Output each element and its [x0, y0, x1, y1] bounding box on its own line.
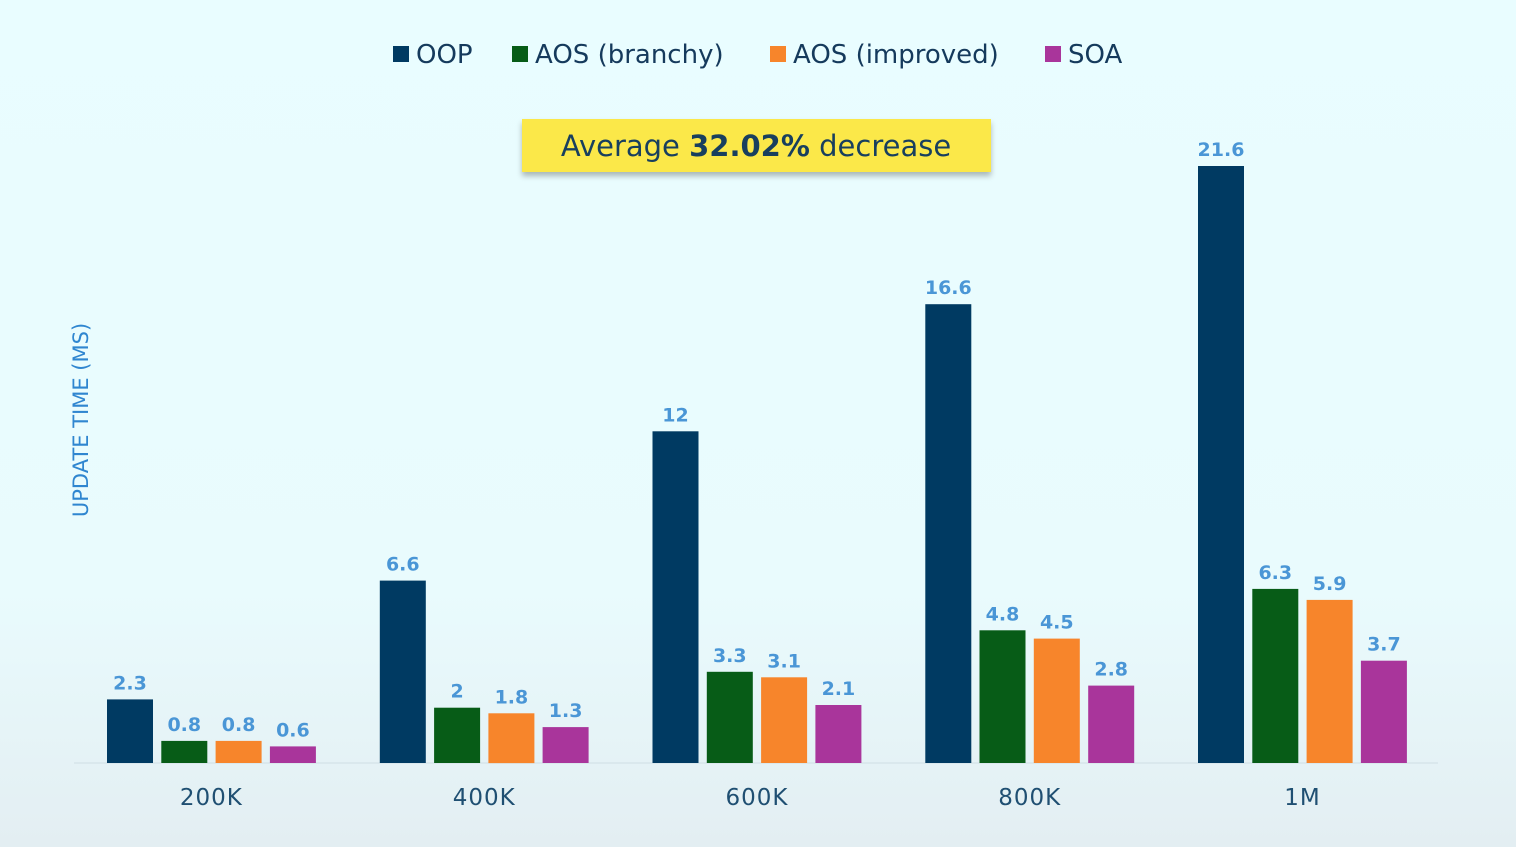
value-label-oop-400k: 6.6	[386, 554, 420, 576]
bar-soa-600k	[815, 705, 862, 763]
bar-aos-branchy-1m	[1252, 588, 1299, 763]
bar-aos-improved-400k	[488, 713, 535, 764]
bar-oop-600k	[652, 431, 699, 763]
bar-soa-400k	[542, 727, 589, 763]
legend-swatch-aos-improved	[770, 46, 786, 62]
value-labels-layer: 2.3 0.8 0.8 0.6 6.6 2 1.8 1.3 12 3.3 3.1 2.1 16.6 4.8…	[113, 139, 1401, 741]
bar-aos-branchy-600k	[706, 671, 753, 763]
x-tick-label-400k: 400K	[453, 785, 516, 811]
value-label-oop-600k: 12	[662, 404, 688, 426]
annotation-highlight: 32.02%	[689, 129, 810, 163]
annotation-suffix: decrease	[810, 129, 951, 163]
bar-oop-800k	[925, 304, 972, 763]
x-tick-label-200k: 200K	[180, 785, 243, 811]
annotation-callout: Average 32.02% decrease	[522, 119, 991, 172]
value-label-aos-branchy-800k: 4.8	[986, 603, 1020, 625]
value-label-aos-branchy-400k: 2	[450, 681, 463, 703]
annotation-prefix: Average	[561, 129, 689, 163]
bar-aos-improved-200k	[215, 740, 262, 763]
bar-aos-improved-600k	[761, 677, 808, 763]
legend-swatch-soa	[1045, 46, 1061, 62]
bar-oop-400k	[379, 580, 426, 763]
bars-layer	[107, 166, 1407, 764]
x-tick-labels: 200K 400K 600K 800K 1M	[180, 785, 1320, 811]
value-label-oop-200k: 2.3	[113, 672, 147, 694]
value-label-aos-branchy-600k: 3.3	[713, 645, 747, 667]
value-label-aos-improved-400k: 1.8	[495, 686, 529, 708]
value-label-aos-improved-800k: 4.5	[1040, 612, 1074, 634]
bar-aos-branchy-200k	[161, 740, 208, 763]
value-label-soa-200k: 0.6	[276, 719, 310, 741]
legend-label-oop: OOP	[416, 40, 473, 70]
x-tick-label-800k: 800K	[998, 785, 1061, 811]
bar-aos-branchy-800k	[979, 630, 1026, 763]
value-label-soa-800k: 2.8	[1094, 659, 1128, 681]
legend-swatch-oop	[393, 46, 409, 62]
legend: OOP AOS (branchy) AOS (improved) SOA	[393, 40, 1123, 70]
legend-swatch-aos-branchy	[512, 46, 528, 62]
bar-oop-1m	[1198, 166, 1244, 763]
y-axis-label: UPDATE TIME (MS)	[69, 323, 93, 517]
bar-soa-200k	[269, 746, 316, 763]
bar-oop-200k	[107, 699, 153, 763]
x-tick-label-1m: 1M	[1284, 785, 1320, 811]
value-label-aos-branchy-200k: 0.8	[167, 714, 201, 736]
annotation-text: Average 32.02% decrease	[561, 129, 951, 163]
bar-soa-1m	[1360, 660, 1407, 763]
legend-label-soa: SOA	[1068, 40, 1123, 70]
bar-aos-improved-1m	[1306, 599, 1353, 763]
legend-label-aos-improved: AOS (improved)	[793, 40, 999, 70]
bar-aos-improved-800k	[1033, 638, 1080, 763]
x-tick-label-600k: 600K	[726, 785, 789, 811]
value-label-soa-1m: 3.7	[1367, 634, 1401, 656]
value-label-aos-improved-1m: 5.9	[1313, 573, 1347, 595]
annotation-background	[522, 119, 991, 172]
value-label-oop-1m: 21.6	[1198, 139, 1245, 161]
bar-soa-800k	[1088, 685, 1135, 763]
legend-label-aos-branchy: AOS (branchy)	[535, 40, 724, 70]
value-label-aos-improved-200k: 0.8	[222, 714, 256, 736]
value-label-oop-800k: 16.6	[925, 277, 972, 299]
value-label-aos-branchy-1m: 6.3	[1258, 562, 1292, 584]
value-label-aos-improved-600k: 3.1	[767, 650, 801, 672]
value-label-soa-600k: 2.1	[822, 678, 856, 700]
bar-aos-branchy-400k	[434, 707, 481, 763]
value-label-soa-400k: 1.3	[549, 700, 583, 722]
